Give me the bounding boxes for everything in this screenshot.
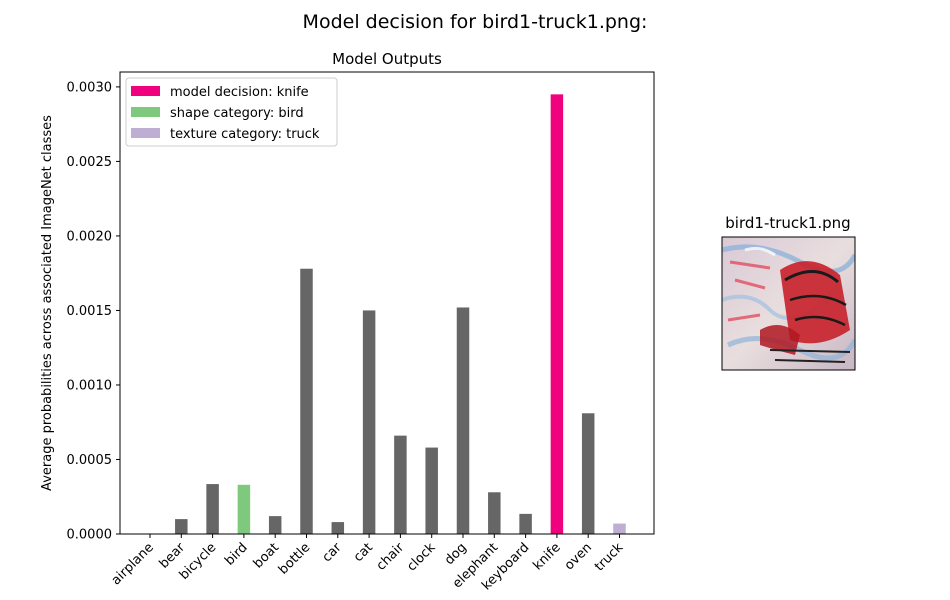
legend-swatch-decision xyxy=(131,86,160,96)
bar-clock xyxy=(425,447,438,534)
legend-label-shape: shape category: bird xyxy=(170,106,304,121)
bar-bottle xyxy=(300,268,313,534)
y-tick-label: 0.0000 xyxy=(67,528,113,543)
bar-elephant xyxy=(488,492,501,534)
y-tick-label: 0.0015 xyxy=(67,304,113,319)
y-axis-ticks: 0.0000 0.0005 0.0010 0.0015 0.0020 0.0025 0.00… xyxy=(67,80,120,543)
legend-swatch-texture xyxy=(131,128,160,138)
y-tick-label: 0.0020 xyxy=(67,229,113,244)
x-tick-label-knife: knife xyxy=(531,540,564,573)
bar-bicycle xyxy=(206,484,219,534)
x-tick-label-bottle: bottle xyxy=(276,540,313,577)
legend-label-texture: texture category: truck xyxy=(170,127,320,142)
bar-keyboard xyxy=(519,513,532,534)
bar-oven xyxy=(581,413,595,534)
chart-title: Model Outputs xyxy=(332,50,442,68)
bar-dog xyxy=(456,307,470,534)
stimulus-thumbnail: bird1-truck1.png xyxy=(721,214,856,371)
bar-boat xyxy=(268,516,282,534)
x-tick-label-truck: truck xyxy=(592,540,627,575)
x-tick-label-bird: bird xyxy=(222,540,250,568)
bar-knife xyxy=(550,94,564,534)
bar-chair xyxy=(394,435,407,534)
x-tick-label-clock: clock xyxy=(404,540,439,575)
y-tick-label: 0.0025 xyxy=(67,155,113,170)
thumbnail-title: bird1-truck1.png xyxy=(725,214,850,232)
bar-bird xyxy=(237,484,251,534)
x-tick-label-chair: chair xyxy=(374,540,408,574)
legend-label-decision: model decision: knife xyxy=(170,85,309,100)
x-tick-label-airplane: airplane xyxy=(109,540,157,588)
bar-series xyxy=(143,94,626,534)
y-tick-label: 0.0030 xyxy=(67,80,113,95)
thumbnail-frame xyxy=(721,236,856,371)
figure-suptitle: Model decision for bird1-truck1.png: xyxy=(303,11,648,33)
x-tick-label-cat: cat xyxy=(351,540,376,565)
legend-box xyxy=(125,77,338,147)
legend: model decision: knife shape category: bir… xyxy=(125,77,338,147)
y-tick-label: 0.0010 xyxy=(67,378,113,393)
y-axis-label: Average probabilities across associated … xyxy=(40,115,55,491)
bar-bear xyxy=(175,519,188,534)
bar-truck xyxy=(613,523,626,534)
bar-car xyxy=(331,522,345,534)
plot-frame xyxy=(119,71,655,535)
thumbnail-image xyxy=(722,237,855,370)
x-tick-label-car: car xyxy=(320,540,346,566)
y-tick-label: 0.0005 xyxy=(67,453,113,468)
legend-swatch-shape xyxy=(131,107,160,117)
bar-cat xyxy=(362,310,376,534)
x-tick-label-oven: oven xyxy=(562,540,595,573)
